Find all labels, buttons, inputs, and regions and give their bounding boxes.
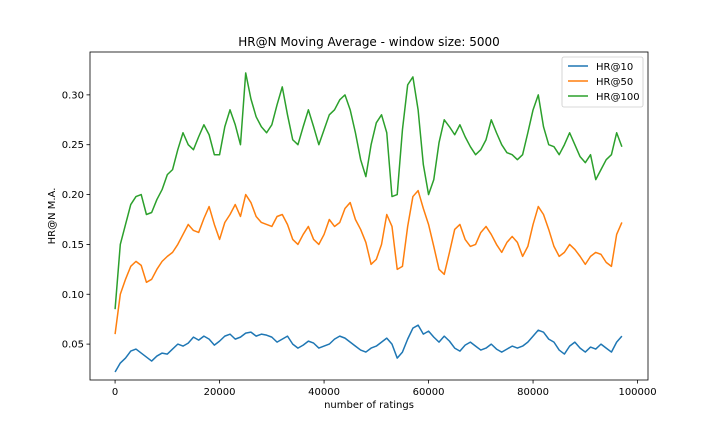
x-axis-label: number of ratings [324,400,414,411]
y-axis-ticks: 0.05 0.10 0.15 0.20 0.25 0.30 [62,90,90,351]
x-tick-label: 0 [112,387,118,398]
y-axis-label: HR@N M.A. [47,188,58,245]
plot-series-group [114,72,623,373]
x-tick-label: 40000 [308,387,340,398]
series-line-hr100 [114,72,623,310]
x-tick-label: 80000 [517,387,549,398]
y-tick-label: 0.10 [62,290,84,301]
y-tick-label: 0.05 [62,340,84,351]
legend-label-hr10: HR@10 [596,62,633,73]
x-tick-label: 100000 [618,387,656,398]
legend-box [561,56,644,108]
series-line-hr50 [114,189,623,335]
y-tick-label: 0.15 [62,240,84,251]
y-tick-label: 0.30 [62,90,84,101]
chart-title: HR@N Moving Average - window size: 5000 [238,35,500,49]
x-tick-label: 60000 [413,387,445,398]
x-axis-ticks: 0 20000 40000 60000 80000 100000 [112,380,657,398]
legend: HR@10 HR@50 HR@100 [561,56,644,108]
plot-frame [89,51,649,381]
series-line-hr10 [114,324,623,373]
legend-label-hr50: HR@50 [596,77,633,88]
x-tick-label: 20000 [204,387,236,398]
y-tick-label: 0.20 [62,190,84,201]
y-tick-label: 0.25 [62,140,84,151]
legend-label-hr100: HR@100 [596,92,640,103]
